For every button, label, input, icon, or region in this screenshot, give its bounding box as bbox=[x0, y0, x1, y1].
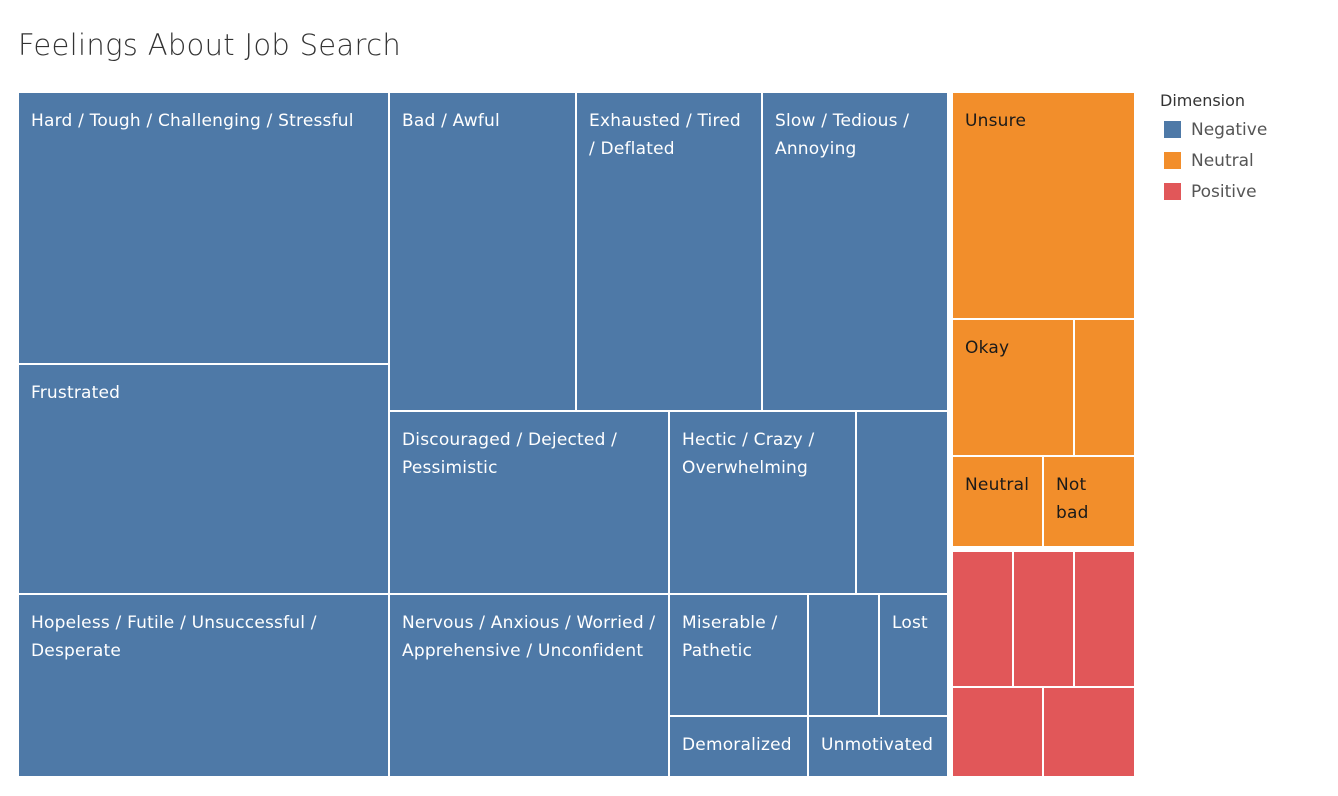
treemap-tile-positive[interactable] bbox=[1074, 551, 1135, 687]
treemap-tile-negative[interactable] bbox=[808, 594, 879, 716]
treemap-tile-positive[interactable] bbox=[1043, 687, 1135, 777]
tile-label: Neutral bbox=[965, 475, 1030, 495]
treemap-tile-positive[interactable] bbox=[1013, 551, 1074, 687]
legend-item-negative[interactable]: Negative bbox=[1160, 114, 1267, 145]
tile-label: Lost bbox=[892, 613, 928, 633]
treemap-tile-negative[interactable]: Hectic / Crazy / Overwhelming bbox=[669, 411, 856, 594]
tile-label: Demoralized bbox=[682, 735, 792, 755]
tile-label: Frustrated bbox=[31, 383, 121, 403]
tile-label: Unsure bbox=[965, 111, 1027, 131]
legend-label-positive: Positive bbox=[1191, 181, 1257, 202]
tile-label: Nervous / Anxious / Worried / Apprehensi… bbox=[402, 613, 656, 661]
treemap-tile-negative[interactable]: Lost bbox=[879, 594, 948, 716]
treemap-tile-negative[interactable]: Slow / Tedious / Annoying bbox=[762, 92, 948, 411]
legend-item-neutral[interactable]: Neutral bbox=[1160, 145, 1267, 176]
treemap-tile-negative[interactable]: Exhausted / Tired / Deflated bbox=[576, 92, 762, 411]
tile-label: Bad / Awful bbox=[402, 111, 500, 131]
legend-title: Dimension bbox=[1160, 91, 1246, 110]
treemap-tile-neutral[interactable]: Okay bbox=[952, 319, 1074, 456]
treemap-tile-negative[interactable]: Hopeless / Futile / Unsuccessful / Despe… bbox=[18, 594, 389, 777]
legend-swatch-negative bbox=[1164, 121, 1181, 138]
treemap-tile-neutral[interactable]: Neutral bbox=[952, 456, 1043, 547]
treemap-tile-positive[interactable] bbox=[952, 687, 1043, 777]
chart-title: Feelings About Job Search bbox=[18, 28, 402, 62]
treemap-tile-negative[interactable]: Hard / Tough / Challenging / Stressful bbox=[18, 92, 389, 364]
legend-swatch-positive bbox=[1164, 183, 1181, 200]
legend-item-positive[interactable]: Positive bbox=[1160, 176, 1267, 207]
treemap-tile-negative[interactable]: Frustrated bbox=[18, 364, 389, 594]
tile-label: Hectic / Crazy / Overwhelming bbox=[682, 430, 815, 478]
tile-label: Okay bbox=[965, 338, 1010, 358]
tile-label: Slow / Tedious / Annoying bbox=[775, 111, 910, 159]
treemap-tile-negative[interactable]: Unmotivated bbox=[808, 716, 948, 777]
treemap-tile-negative[interactable]: Discouraged / Dejected / Pessimistic bbox=[389, 411, 669, 594]
legend-label-negative: Negative bbox=[1191, 119, 1268, 140]
treemap-tile-negative[interactable]: Nervous / Anxious / Worried / Apprehensi… bbox=[389, 594, 669, 777]
tile-label: Miserable / Pathetic bbox=[682, 613, 778, 661]
treemap-tile-negative[interactable]: Bad / Awful bbox=[389, 92, 576, 411]
tile-label: Not bad bbox=[1056, 475, 1089, 523]
legend-swatch-neutral bbox=[1164, 152, 1181, 169]
treemap-tile-negative[interactable]: Demoralized bbox=[669, 716, 808, 777]
tile-label: Hard / Tough / Challenging / Stressful bbox=[31, 111, 354, 131]
tile-label: Hopeless / Futile / Unsuccessful / Despe… bbox=[31, 613, 317, 661]
tile-label: Unmotivated bbox=[821, 735, 934, 755]
treemap-tile-neutral[interactable]: Unsure bbox=[952, 92, 1135, 319]
tile-label: Exhausted / Tired / Deflated bbox=[589, 111, 741, 159]
tile-label: Discouraged / Dejected / Pessimistic bbox=[402, 430, 618, 478]
treemap-tile-neutral[interactable]: Not bad bbox=[1043, 456, 1135, 547]
treemap-tile-positive[interactable] bbox=[952, 551, 1013, 687]
treemap-tile-negative[interactable]: Miserable / Pathetic bbox=[669, 594, 808, 716]
legend: Dimension Negative Neutral Positive bbox=[1160, 91, 1267, 207]
treemap-tile-negative[interactable] bbox=[856, 411, 948, 594]
legend-label-neutral: Neutral bbox=[1191, 150, 1254, 171]
treemap-tile-neutral[interactable] bbox=[1074, 319, 1135, 456]
